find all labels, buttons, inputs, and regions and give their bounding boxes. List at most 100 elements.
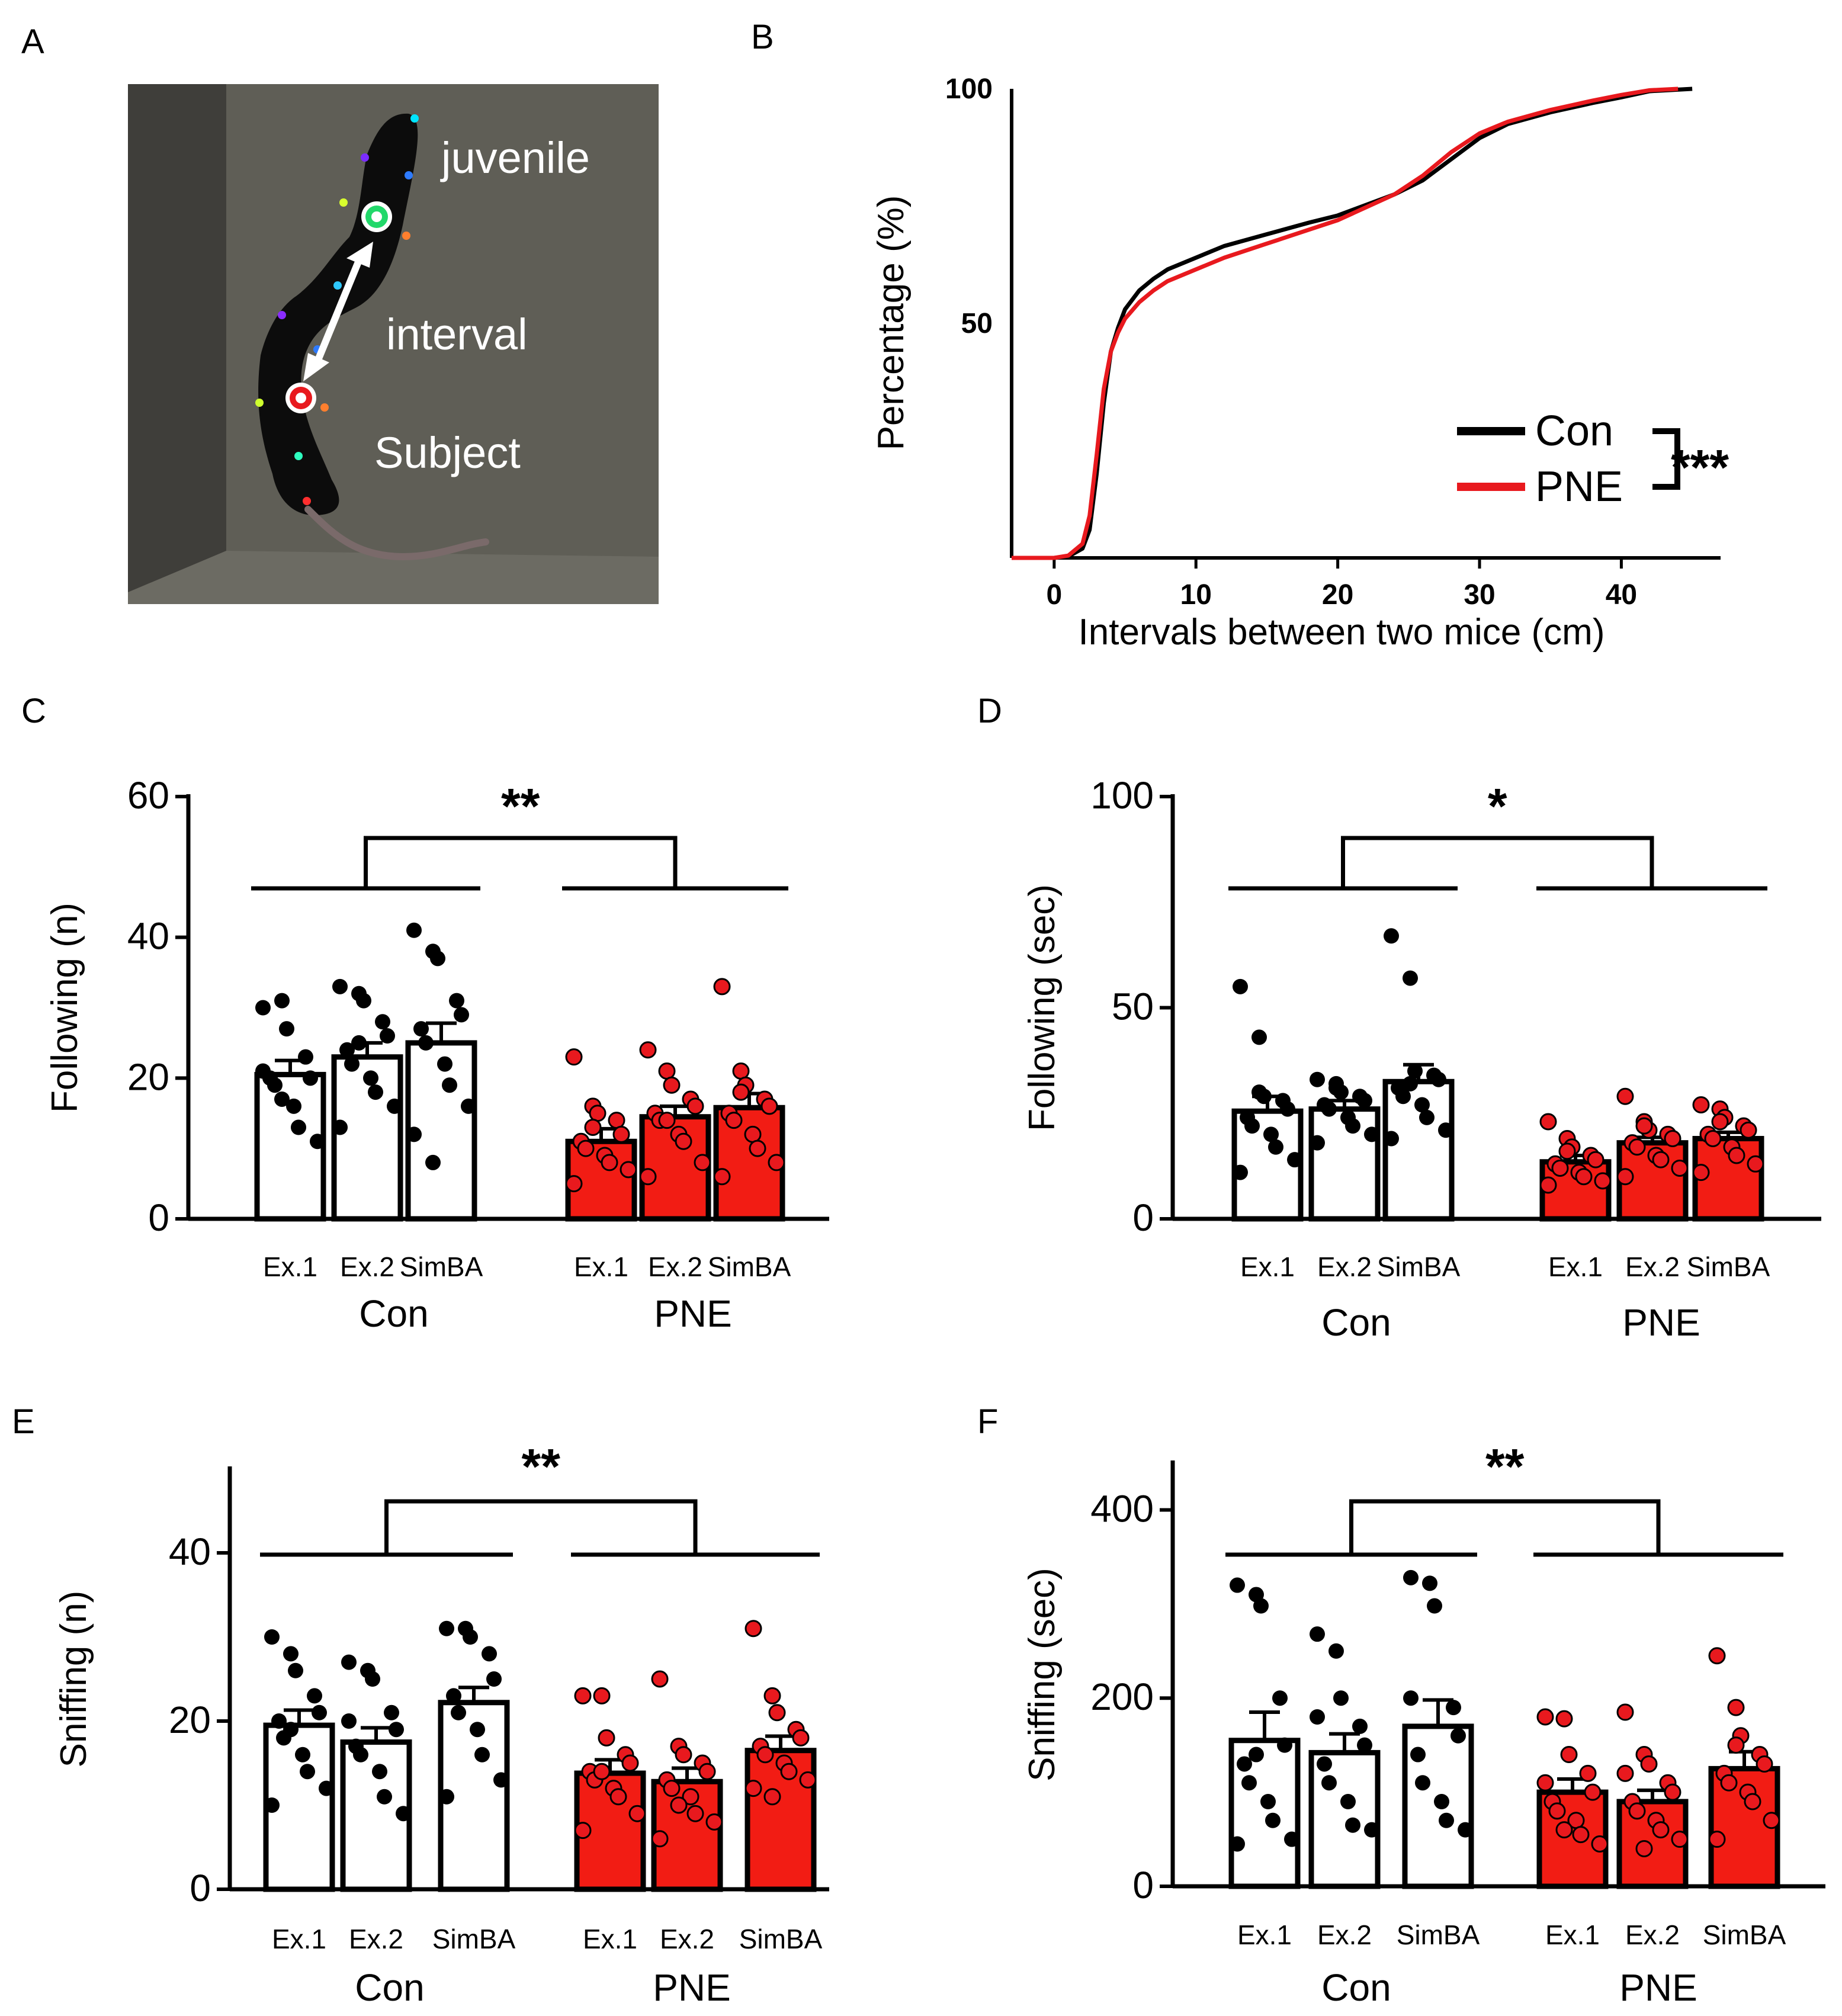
- panel-e-data-point-con: [377, 1789, 392, 1805]
- panel-e-data-point-pne: [763, 1788, 781, 1806]
- panel-e-y-label: Sniffing (n): [53, 1591, 94, 1768]
- panel-c-data-point-con: [344, 1056, 360, 1072]
- panel-c-data-point-con: [274, 1091, 290, 1107]
- panel-d-data-point-pne: [1711, 1113, 1729, 1131]
- panel-c-category-label: Ex.1: [574, 1251, 628, 1282]
- panel-e-data-point-con: [264, 1629, 280, 1645]
- panel-e-data-point-con: [372, 1764, 387, 1780]
- panel-a-photo: juvenile interval Subject: [128, 84, 659, 604]
- panel-c-data-point-pne: [713, 1168, 731, 1186]
- panel-d-data-point-pne: [1652, 1151, 1670, 1168]
- panel-f-category-label: Ex.2: [1317, 1919, 1372, 1950]
- photo-wall-shadow: [128, 84, 226, 604]
- panel-c-significance: **: [501, 778, 540, 834]
- panel-d-data-point-pne: [1635, 1117, 1653, 1135]
- panel-f-bar-con: [1308, 1749, 1381, 1889]
- panel-c-data-point-pne: [589, 1105, 606, 1122]
- panel-e-data-point-con: [288, 1662, 303, 1678]
- panel-d-category-label: Ex.1: [1548, 1251, 1603, 1282]
- panel-d-data-point-pne: [1558, 1142, 1576, 1160]
- tracking-point: [405, 171, 413, 179]
- panel-f-group-label-con: Con: [1321, 1966, 1391, 2009]
- panel-d-data-point-con: [1244, 1118, 1260, 1134]
- panel-c-data-point-con: [430, 951, 445, 967]
- panel-f-data-point-con: [1237, 1756, 1252, 1772]
- panel-e-data-point-pne: [682, 1788, 699, 1806]
- panel-c-data-point-pne: [658, 1112, 676, 1129]
- panel-f-data-point-pne: [1584, 1783, 1602, 1801]
- panel-e-data-point-con: [283, 1646, 299, 1662]
- panel-d-data-point-con: [1384, 928, 1399, 944]
- panel-d-data-point-con: [1310, 1135, 1325, 1151]
- panel-letter-b: B: [751, 18, 774, 56]
- panel-e-data-point-pne: [744, 1620, 762, 1638]
- panel-c-data-point-con: [413, 1021, 429, 1037]
- panel-e-group-label-con: Con: [355, 1966, 424, 2009]
- panel-d-data-point-pne: [1728, 1147, 1745, 1164]
- panel-c-data-point-con: [387, 1098, 402, 1114]
- panel-d-data-point-pne: [1664, 1130, 1681, 1148]
- panel-e-group-label-pne: PNE: [653, 1966, 731, 2009]
- panel-f-data-point-con: [1260, 1794, 1276, 1809]
- panel-f-data-point-pne: [1628, 1802, 1646, 1820]
- panel-d-category-label: Ex.2: [1317, 1251, 1372, 1282]
- interval-arrow-head-top: [346, 242, 373, 268]
- panel-d-data-point-con: [1251, 1084, 1267, 1100]
- panel-c-data-point-con: [380, 1028, 395, 1044]
- panel-f-category-label: Ex.1: [1545, 1919, 1600, 1950]
- panel-b-x-tick-label: 30: [1464, 579, 1495, 611]
- panel-c-data-point-pne: [639, 1041, 657, 1059]
- panel-letter-f: F: [977, 1402, 998, 1441]
- label-juvenile: juvenile: [440, 133, 590, 182]
- panel-e-data-point-con: [365, 1671, 380, 1687]
- panel-b-y-label: Percentage (%): [871, 195, 912, 451]
- panel-e-data-point-pne: [651, 1830, 669, 1848]
- panel-d-significance: *: [1488, 778, 1507, 834]
- panel-d-data-point-con: [1233, 978, 1248, 994]
- panel-d-data-point-pne: [1671, 1159, 1689, 1177]
- panel-c-data-point-con: [267, 1077, 283, 1093]
- panel-e-data-point-con: [396, 1806, 411, 1822]
- panel-c-category-label: SimBA: [400, 1251, 483, 1282]
- panel-f-y-tick-label: 0: [1132, 1864, 1154, 1906]
- panel-b-x-label: Intervals between two mice (cm): [1079, 612, 1605, 653]
- panel-c-data-point-con: [442, 1077, 457, 1093]
- panel-d-data-point-pne: [1539, 1113, 1557, 1131]
- panel-f-data-point-con: [1446, 1700, 1461, 1716]
- panel-c-data-point-con: [298, 1049, 313, 1065]
- panel-e-significance-bracket: [384, 1499, 698, 1555]
- panel-c-data-point-pne: [768, 1154, 785, 1171]
- panel-e-data-point-pne: [574, 1687, 592, 1704]
- panel-f-data-point-pne: [1555, 1821, 1573, 1839]
- panel-c-data-point-con: [375, 1014, 390, 1030]
- panel-f-data-point-con: [1310, 1709, 1325, 1725]
- panel-d-data-point-con: [1438, 1122, 1453, 1138]
- panel-b-y-tick-label: 50: [961, 308, 993, 339]
- panel-f-data-point-con: [1230, 1577, 1245, 1593]
- panel-f-data-point-con: [1230, 1836, 1245, 1852]
- panel-e-sniffing-count-chart: 0 20 40 Sniffing (n) Ex.1 Ex.2 SimBA Ex.1 Ex.2 Si…: [53, 1439, 829, 2009]
- panel-d-data-point-con: [1251, 1029, 1267, 1045]
- panel-f-data-point-pne: [1635, 1840, 1653, 1857]
- panel-d-y-tick-label: 100: [1090, 774, 1154, 817]
- panel-c-data-point-con: [454, 1007, 469, 1023]
- panel-c-y-tick-label: 0: [148, 1196, 169, 1239]
- panel-f-data-point-con: [1272, 1690, 1288, 1706]
- panel-e-data-point-con: [451, 1704, 466, 1720]
- panel-f-data-point-con: [1265, 1812, 1281, 1828]
- panel-f-data-point-con: [1241, 1775, 1257, 1791]
- panel-b-significance: ***: [1671, 439, 1729, 495]
- panel-e-data-point-pne: [621, 1754, 639, 1772]
- panel-e-data-point-pne: [763, 1687, 781, 1704]
- panel-e-data-point-con: [295, 1747, 310, 1763]
- panel-b-x-tick-label: 0: [1046, 579, 1062, 611]
- panel-e-data-point-pne: [598, 1729, 615, 1747]
- panel-c-data-point-con: [461, 1098, 476, 1114]
- panel-f-y-tick-label: 200: [1090, 1675, 1154, 1718]
- legend-label-pne: PNE: [1535, 463, 1623, 511]
- panel-c-data-point-con: [332, 1119, 348, 1135]
- panel-d-data-point-con: [1384, 1131, 1399, 1147]
- tracking-point: [361, 153, 369, 162]
- panel-c-data-point-pne: [686, 1097, 704, 1115]
